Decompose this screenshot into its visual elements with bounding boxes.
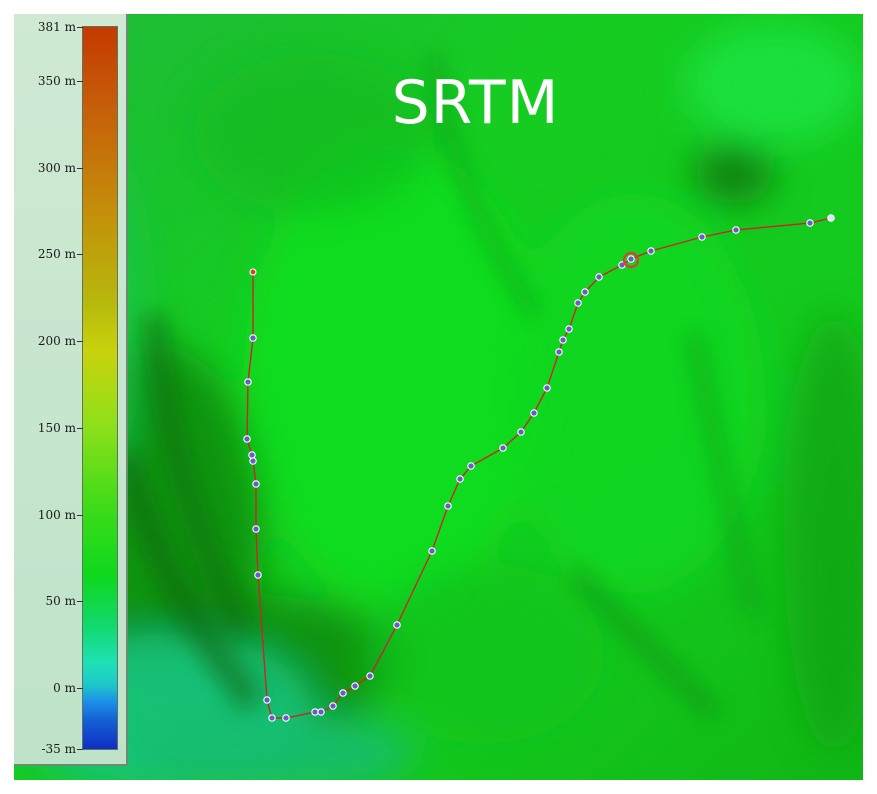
track-waypoint[interactable] (393, 621, 401, 629)
track-waypoint[interactable] (467, 462, 475, 470)
track-waypoint[interactable] (268, 714, 276, 722)
track-waypoint[interactable] (428, 547, 436, 555)
elevation-tick-mark (77, 427, 83, 429)
elevation-tick-label: -35 m (41, 742, 76, 756)
selected-waypoint-ring[interactable] (622, 251, 640, 269)
track-waypoint[interactable] (499, 444, 507, 452)
track-waypoint[interactable] (329, 702, 337, 710)
elevation-tick-mark (77, 514, 83, 516)
elevation-tick-label: 200 m (37, 334, 76, 349)
elevation-tick-label: 100 m (37, 507, 76, 522)
track-waypoint[interactable] (339, 689, 347, 697)
track-waypoint[interactable] (366, 672, 374, 680)
elevation-tick-mark (77, 688, 83, 690)
track-waypoint[interactable] (530, 409, 538, 417)
track-waypoint[interactable] (263, 696, 271, 704)
track-waypoint[interactable] (806, 219, 814, 227)
track-waypoint[interactable] (243, 435, 251, 443)
track-waypoint[interactable] (248, 451, 256, 459)
elevation-tick-label: 381 m (37, 20, 76, 34)
elevation-tick-mark (77, 167, 83, 169)
track-waypoint[interactable] (244, 378, 252, 386)
track-waypoint[interactable] (595, 273, 603, 281)
track-waypoint[interactable] (732, 226, 740, 234)
track-waypoint[interactable] (456, 475, 464, 483)
track-waypoint[interactable] (647, 247, 655, 255)
elevation-tick-mark (77, 254, 83, 256)
elevation-legend: 381 m 350 m 300 m 250 m 200 m 150 m 100 m 50 m 0… (14, 14, 128, 766)
track-waypoint[interactable] (574, 299, 582, 307)
map-title: SRTM (391, 68, 560, 138)
track-waypoint[interactable] (517, 428, 525, 436)
track-waypoint[interactable] (565, 325, 573, 333)
elevation-tick-mark (77, 80, 83, 82)
track-waypoint[interactable] (249, 457, 257, 465)
track-waypoint[interactable] (282, 714, 290, 722)
elevation-tick-mark (77, 749, 83, 750)
track-waypoint[interactable] (627, 255, 635, 263)
elevation-tick-mark (77, 601, 83, 603)
track-waypoint[interactable] (252, 525, 260, 533)
track-line[interactable] (246, 217, 832, 719)
elevation-tick-label: 300 m (37, 160, 76, 175)
track-waypoint[interactable] (543, 384, 551, 392)
elevation-colorbar (82, 26, 118, 750)
track-waypoint[interactable] (559, 336, 567, 344)
track-start-waypoint[interactable] (249, 268, 257, 276)
track-waypoint[interactable] (444, 502, 452, 510)
elevation-tick-mark (77, 27, 83, 28)
elevation-tick-label: 150 m (37, 420, 76, 435)
track-waypoint[interactable] (351, 682, 359, 690)
elevation-tick-mark (77, 341, 83, 343)
relief-detail (109, 53, 762, 721)
track-waypoint[interactable] (698, 233, 706, 241)
track-waypoint[interactable] (555, 348, 563, 356)
track-waypoints (243, 214, 835, 722)
elevation-tick-label: 350 m (37, 73, 76, 88)
track-waypoint[interactable] (317, 708, 325, 716)
track-waypoint[interactable] (311, 708, 319, 716)
elevation-tick-label: 0 m (53, 681, 76, 696)
track-end-waypoint[interactable] (827, 214, 835, 222)
track-waypoint[interactable] (252, 480, 260, 488)
elevation-tick-label: 250 m (37, 247, 76, 262)
track-waypoint[interactable] (254, 571, 262, 579)
track-waypoint[interactable] (581, 288, 589, 296)
track-waypoint[interactable] (249, 334, 257, 342)
elevation-tick-label: 50 m (45, 594, 76, 609)
